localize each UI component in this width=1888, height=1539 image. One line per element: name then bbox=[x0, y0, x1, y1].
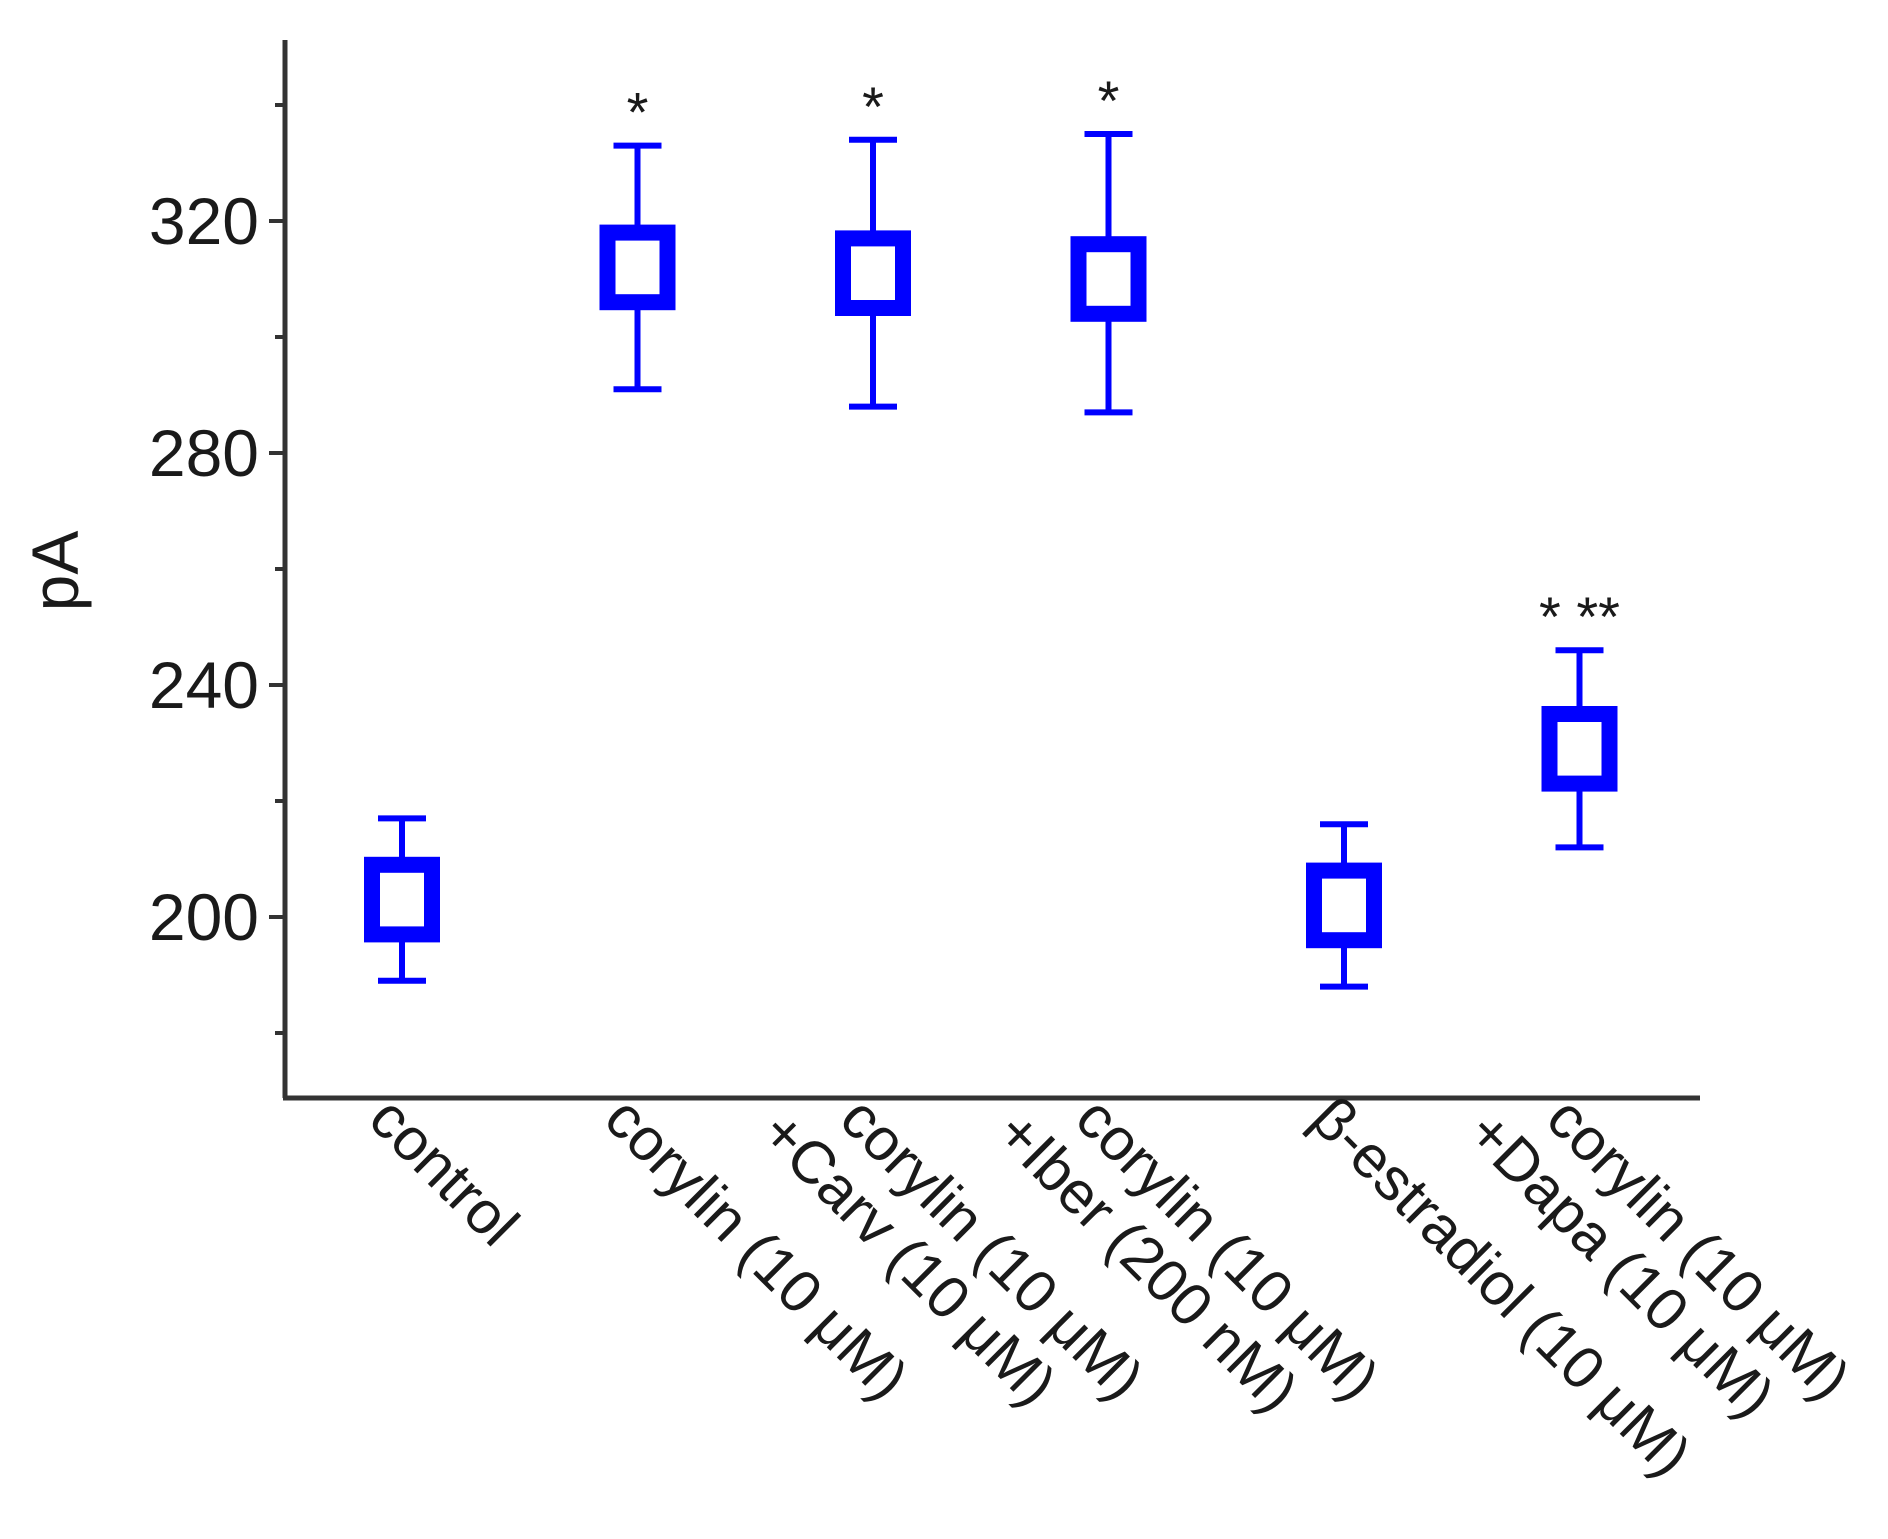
y-tick-label: 280 bbox=[149, 416, 259, 490]
x-tick-label: control bbox=[357, 1084, 532, 1259]
box-group bbox=[364, 815, 440, 984]
significance-marker: * bbox=[1098, 69, 1120, 132]
box bbox=[364, 856, 440, 943]
y-tick-label: 240 bbox=[149, 648, 259, 722]
box bbox=[1541, 706, 1618, 792]
box bbox=[835, 230, 911, 316]
x-tick-label-line: control bbox=[357, 1084, 532, 1259]
box-group: * ** bbox=[1539, 585, 1620, 851]
y-axis-ticks: 200 240 280 320 bbox=[149, 103, 285, 1035]
box-group bbox=[1306, 821, 1382, 990]
box bbox=[1070, 236, 1147, 322]
y-tick-label: 320 bbox=[149, 184, 259, 258]
y-axis-label: pA bbox=[18, 531, 92, 612]
axes bbox=[282, 40, 1700, 1101]
box bbox=[599, 224, 676, 311]
significance-marker: * ** bbox=[1539, 585, 1620, 648]
box-group: * bbox=[599, 81, 676, 393]
y-tick-label: 200 bbox=[149, 880, 259, 954]
significance-marker: * bbox=[862, 75, 884, 138]
significance-marker: * bbox=[627, 81, 649, 144]
box bbox=[1306, 862, 1382, 949]
data-boxes: * * * * ** bbox=[364, 69, 1620, 990]
box-group: * bbox=[835, 75, 911, 410]
x-axis-labels: control corylin (10 μM)corylin (10 μM)+Ca… bbox=[357, 1084, 1863, 1489]
box-group: * bbox=[1070, 69, 1147, 416]
